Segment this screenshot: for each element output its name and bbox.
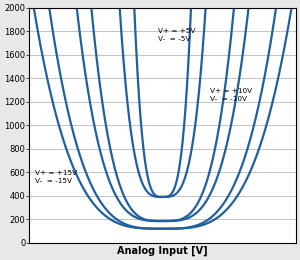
Text: V+ = +5V
V-  = -5V: V+ = +5V V- = -5V [158,28,196,42]
X-axis label: Analog Input [V]: Analog Input [V] [117,245,208,256]
Text: V+ = +10V
V-  = -10V: V+ = +10V V- = -10V [210,88,252,102]
Text: V+ = +15V
V-  = -15V: V+ = +15V V- = -15V [35,170,78,184]
